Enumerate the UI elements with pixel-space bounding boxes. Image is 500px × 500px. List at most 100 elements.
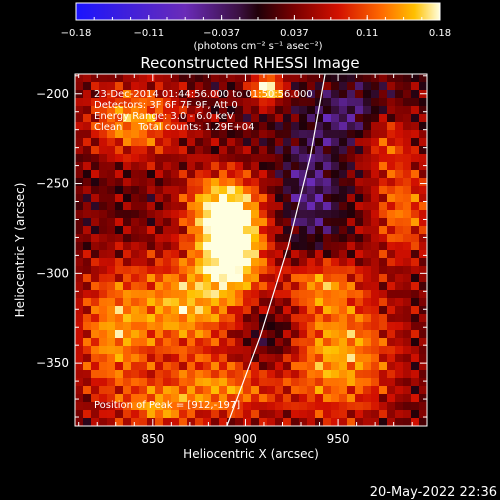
heatmap-cell — [387, 218, 396, 227]
heatmap-cell — [171, 154, 180, 163]
heatmap-cell — [379, 330, 388, 339]
heatmap-cell — [203, 386, 212, 395]
heatmap-cell — [131, 98, 140, 107]
heatmap-cell — [299, 130, 308, 139]
heatmap-cell — [355, 90, 364, 99]
heatmap-cell — [267, 410, 276, 419]
heatmap-cell — [379, 114, 388, 123]
heatmap-cell — [347, 250, 356, 259]
heatmap-cell — [419, 98, 427, 107]
heatmap-cell — [315, 242, 324, 251]
heatmap-cell — [267, 338, 276, 347]
heatmap-cell — [395, 258, 404, 267]
heatmap-cell — [355, 322, 364, 331]
heatmap-cell — [299, 186, 308, 195]
heatmap-cell — [403, 306, 412, 315]
heatmap-cell — [155, 330, 164, 339]
heatmap-cell — [395, 370, 404, 379]
heatmap-cell — [267, 290, 276, 299]
heatmap-cell — [323, 146, 332, 155]
heatmap-cell — [179, 178, 188, 187]
heatmap-cell — [251, 178, 260, 187]
heatmap-cell — [315, 170, 324, 179]
heatmap-cell — [235, 274, 244, 283]
heatmap-cell — [347, 266, 356, 275]
heatmap-cell — [139, 338, 148, 347]
heatmap-cell — [235, 282, 244, 291]
heatmap-cell — [187, 242, 196, 251]
heatmap-cell — [379, 314, 388, 323]
heatmap-cell — [187, 354, 196, 363]
heatmap-cell — [115, 258, 124, 267]
heatmap-cell — [107, 122, 116, 131]
heatmap-cell — [379, 154, 388, 163]
heatmap-cell — [163, 338, 172, 347]
heatmap-cell — [283, 114, 292, 123]
heatmap-cell — [123, 234, 132, 243]
heatmap-cell — [179, 106, 188, 115]
heatmap-cell — [227, 226, 236, 235]
heatmap-cell — [267, 146, 276, 155]
heatmap-cell — [339, 250, 348, 259]
heatmap-cell — [179, 162, 188, 171]
heatmap-cell — [91, 98, 100, 107]
heatmap-cell — [99, 410, 108, 419]
heatmap-cell — [219, 354, 228, 363]
heatmap-cell — [419, 266, 427, 275]
heatmap-cell — [291, 202, 300, 211]
heatmap-cell — [179, 354, 188, 363]
heatmap-cell — [403, 282, 412, 291]
heatmap-cell — [339, 242, 348, 251]
heatmap-cell — [155, 338, 164, 347]
heatmap-cell — [411, 162, 420, 171]
heatmap-cell — [115, 354, 124, 363]
heatmap-cell — [251, 186, 260, 195]
heatmap-cell — [267, 82, 276, 91]
heatmap-cell — [171, 298, 180, 307]
heatmap-cell — [291, 186, 300, 195]
heatmap-cell — [123, 162, 132, 171]
heatmap-cell — [267, 362, 276, 371]
heatmap-cell — [227, 194, 236, 203]
heatmap-cell — [91, 90, 100, 99]
heatmap-cell — [203, 418, 212, 426]
heatmap-cell — [395, 346, 404, 355]
heatmap-cell — [91, 250, 100, 259]
heatmap-cell — [267, 274, 276, 283]
heatmap-cell — [267, 74, 276, 83]
heatmap-cell — [379, 90, 388, 99]
heatmap-cell — [219, 250, 228, 259]
heatmap-cell — [299, 290, 308, 299]
heatmap-cell — [275, 258, 284, 267]
heatmap-cell — [187, 218, 196, 227]
heatmap-cell — [131, 242, 140, 251]
heatmap-cell — [259, 370, 268, 379]
heatmap-cell — [131, 154, 140, 163]
heatmap-cell — [251, 322, 260, 331]
heatmap-cell — [187, 178, 196, 187]
heatmap-cell — [315, 98, 324, 107]
heatmap-cell — [355, 346, 364, 355]
heatmap-cell — [411, 122, 420, 131]
colorbar-tick-label: −0.11 — [133, 28, 164, 39]
heatmap-cell — [363, 386, 372, 395]
heatmap-cell — [411, 194, 420, 203]
heatmap-cell — [187, 98, 196, 107]
heatmap-cell — [283, 178, 292, 187]
heatmap-cell — [123, 138, 132, 147]
heatmap-cell — [283, 402, 292, 411]
heatmap-cell — [211, 218, 220, 227]
heatmap-cell — [115, 178, 124, 187]
heatmap-cell — [227, 338, 236, 347]
heatmap-cell — [411, 98, 420, 107]
heatmap-cell — [75, 202, 84, 211]
heatmap-cell — [371, 290, 380, 299]
heatmap-cell — [355, 194, 364, 203]
heatmap-cell — [211, 306, 220, 315]
heatmap-cell — [243, 410, 252, 419]
heatmap-cell — [171, 98, 180, 107]
heatmap-cell — [347, 274, 356, 283]
heatmap-cell — [403, 202, 412, 211]
heatmap-cell — [323, 218, 332, 227]
heatmap-cell — [363, 418, 372, 426]
